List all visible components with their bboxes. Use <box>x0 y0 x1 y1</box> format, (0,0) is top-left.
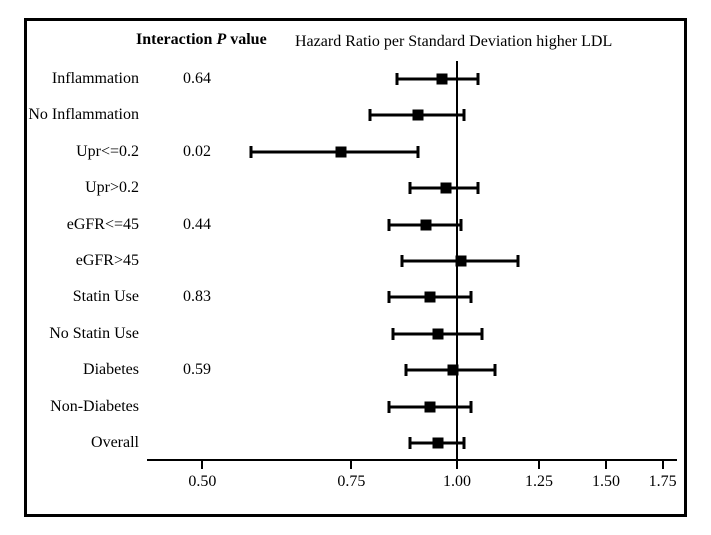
x-tick <box>538 461 540 469</box>
interaction-p-value: 0.83 <box>183 288 211 306</box>
ci-cap <box>417 146 420 158</box>
row-label: Upr>0.2 <box>85 179 139 197</box>
row-label: Upr<=0.2 <box>76 143 139 161</box>
ci-cap <box>480 328 483 340</box>
interaction-p-value: 0.02 <box>183 143 211 161</box>
hr-marker <box>433 438 444 449</box>
x-tick <box>662 461 664 469</box>
chart-wrap: Interaction P value Hazard Ratio per Sta… <box>0 0 711 535</box>
header-left: Interaction P value <box>136 31 267 49</box>
ci-cap <box>409 182 412 194</box>
ci-cap <box>477 182 480 194</box>
ci-cap <box>249 146 252 158</box>
interaction-p-value: 0.64 <box>183 70 211 88</box>
row-label: No Statin Use <box>49 325 139 343</box>
x-axis-line <box>147 459 677 461</box>
x-tick-label: 1.00 <box>443 473 471 491</box>
chart-panel: Interaction P value Hazard Ratio per Sta… <box>24 18 687 517</box>
ci-cap <box>470 291 473 303</box>
ci-cap <box>463 109 466 121</box>
header-right: Hazard Ratio per Standard Deviation high… <box>295 33 612 51</box>
ci-cap <box>391 328 394 340</box>
ci-cap <box>516 255 519 267</box>
x-tick <box>350 461 352 469</box>
hr-marker <box>421 219 432 230</box>
ci-cap <box>470 401 473 413</box>
x-tick-label: 0.75 <box>337 473 365 491</box>
ci-cap <box>404 364 407 376</box>
ci-cap <box>387 291 390 303</box>
header-left-text: Interaction P value <box>136 31 267 48</box>
ci-cap <box>409 437 412 449</box>
hr-marker <box>455 256 466 267</box>
ci-cap <box>459 219 462 231</box>
x-tick-label: 1.75 <box>649 473 677 491</box>
x-tick <box>456 461 458 469</box>
interaction-p-value: 0.59 <box>183 361 211 379</box>
ci-cap <box>396 73 399 85</box>
x-tick-label: 1.25 <box>525 473 553 491</box>
interaction-p-value: 0.44 <box>183 216 211 234</box>
row-label: Diabetes <box>83 361 139 379</box>
x-tick-label: 1.50 <box>592 473 620 491</box>
row-label: eGFR>45 <box>76 252 139 270</box>
x-tick <box>201 461 203 469</box>
ci-cap <box>463 437 466 449</box>
ci-cap <box>477 73 480 85</box>
row-label: Non-Diabetes <box>50 398 139 416</box>
hr-marker <box>437 74 448 85</box>
ci-cap <box>387 219 390 231</box>
x-tick-label: 0.50 <box>188 473 216 491</box>
row-label: Inflammation <box>52 70 139 88</box>
ci-cap <box>494 364 497 376</box>
hr-marker <box>425 401 436 412</box>
hr-marker <box>448 365 459 376</box>
x-tick <box>605 461 607 469</box>
row-label: Overall <box>91 434 139 452</box>
forest-plot-area: 0.500.751.001.251.501.75 <box>147 61 677 461</box>
ci-line <box>251 150 419 153</box>
hr-marker <box>425 292 436 303</box>
ci-cap <box>400 255 403 267</box>
ci-cap <box>369 109 372 121</box>
ci-cap <box>387 401 390 413</box>
row-label: eGFR<=45 <box>67 216 139 234</box>
row-label: No Inflammation <box>28 106 139 124</box>
row-label: Statin Use <box>73 288 139 306</box>
hr-marker <box>433 328 444 339</box>
hr-marker <box>413 110 424 121</box>
hr-marker <box>336 146 347 157</box>
hr-marker <box>440 183 451 194</box>
